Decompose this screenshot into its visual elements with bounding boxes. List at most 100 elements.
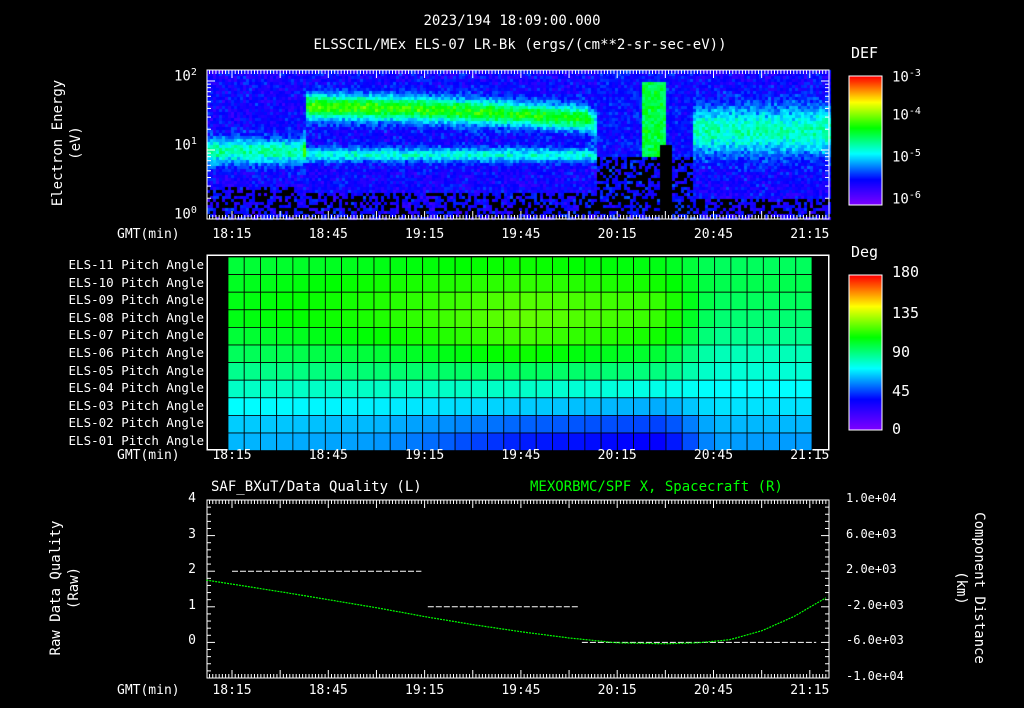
pitch-cell (357, 414, 375, 434)
deg-colorbar-tick: 0 (892, 420, 902, 438)
pitch-cell (779, 414, 797, 434)
quality-tick-label: 4 (188, 491, 196, 506)
pitch-cell (795, 291, 813, 311)
pitch-cell (373, 256, 391, 276)
pitch-cell (714, 362, 732, 381)
pitch-cell (552, 414, 570, 434)
deg-colorbar-tick: 45 (892, 382, 911, 400)
pitch-cell (357, 326, 375, 346)
pitch-cell (406, 256, 424, 276)
pitch-cell (600, 362, 618, 381)
tick-exponent: 1 (190, 136, 197, 147)
pitch-cell (292, 362, 310, 381)
pitch-cell (762, 291, 780, 311)
pitch-cell (795, 326, 813, 346)
pitch-cell (681, 379, 699, 399)
pitch-cell (389, 309, 407, 328)
pitch-cell (552, 326, 570, 346)
tick-exponent: -4 (908, 106, 921, 117)
pitch-cell (552, 274, 570, 293)
pitch-cell (422, 362, 440, 381)
pitch-row-label: ELS-07 Pitch Angle (68, 327, 204, 343)
def-colorbar-tick: 10-6 (892, 190, 921, 208)
pitch-cell (714, 291, 732, 311)
pitch-cell (341, 344, 359, 364)
pitch-cell (454, 309, 472, 328)
tick-base: 10 (892, 149, 909, 166)
pitch-cell (584, 344, 602, 364)
pitch-cell (600, 397, 618, 416)
pitch-cell (324, 274, 342, 293)
distance-axis-label: Component Distance (km) (953, 512, 987, 664)
pitch-cell (568, 414, 586, 434)
pitch-cell (438, 379, 456, 399)
pitch-cell (698, 379, 716, 399)
pitch-cell (292, 309, 310, 328)
pitch-cell (795, 344, 813, 364)
pitch-cell (324, 379, 342, 399)
pitch-cell (649, 344, 667, 364)
pitch-cell (470, 397, 488, 416)
pitch-row-label: ELS-05 Pitch Angle (68, 362, 204, 378)
pitch-cell (633, 326, 651, 346)
pitch-cell (276, 379, 294, 399)
tick-exponent: -5 (908, 148, 921, 159)
pitch-cell (616, 309, 634, 328)
distance-tick-label: -6.0e+03 (846, 633, 904, 648)
time-tick-label: 20:45 (693, 448, 734, 463)
pitch-cell (762, 379, 780, 399)
deg-colorbar-tick: 135 (892, 304, 920, 322)
pitch-cell (503, 362, 521, 381)
pitch-cell (487, 414, 505, 434)
pitch-cell (406, 309, 424, 328)
pitch-cell (292, 291, 310, 311)
pitch-cell (243, 379, 261, 399)
pitch-cell (438, 291, 456, 311)
pitch-cell (227, 309, 245, 328)
pitch-cell (730, 344, 748, 364)
pitch-cell (243, 362, 261, 381)
pitch-cell (568, 432, 586, 452)
pitch-cell (584, 414, 602, 434)
pitch-cell (487, 326, 505, 346)
pitch-cell (730, 256, 748, 276)
pitch-cell (389, 291, 407, 311)
pitch-cell (568, 256, 586, 276)
pitch-cell (698, 291, 716, 311)
pitch-row-label: ELS-11 Pitch Angle (68, 257, 204, 272)
tick-base: 10 (174, 68, 191, 85)
time-tick-label: 18:15 (212, 227, 252, 242)
pitch-cell (260, 414, 278, 434)
spf-title: MEXORBMC/SPF X, Spacecraft (R) (530, 479, 783, 495)
pitch-cell (357, 309, 375, 328)
pitch-cell (260, 344, 278, 364)
pitch-cell (633, 379, 651, 399)
pitch-cell (308, 362, 326, 381)
pitch-cell (535, 274, 553, 293)
pitch-cell (422, 379, 440, 399)
pitch-cell (779, 397, 797, 416)
time-axis-label: GMT(min) (117, 227, 180, 242)
pitch-cell (373, 274, 391, 293)
pitch-cell (454, 362, 472, 381)
pitch-cell (730, 309, 748, 328)
pitch-cell (600, 326, 618, 346)
pitch-cell (519, 362, 537, 381)
pitch-cell (568, 344, 586, 364)
tick-exponent: 0 (190, 205, 197, 216)
pitch-cell (762, 432, 780, 452)
pitch-cell (568, 326, 586, 346)
pitch-cell (487, 379, 505, 399)
pitch-cell (324, 326, 342, 346)
pitch-cell (535, 326, 553, 346)
deg-colorbar-frame (848, 274, 883, 431)
pitch-cell (552, 362, 570, 381)
pitch-cell (487, 256, 505, 276)
pitch-cell (535, 379, 553, 399)
pitch-cell (568, 274, 586, 293)
pitch-cell (600, 309, 618, 328)
pitch-cell (730, 291, 748, 311)
pitch-cell (616, 274, 634, 293)
pitch-cell (422, 326, 440, 346)
